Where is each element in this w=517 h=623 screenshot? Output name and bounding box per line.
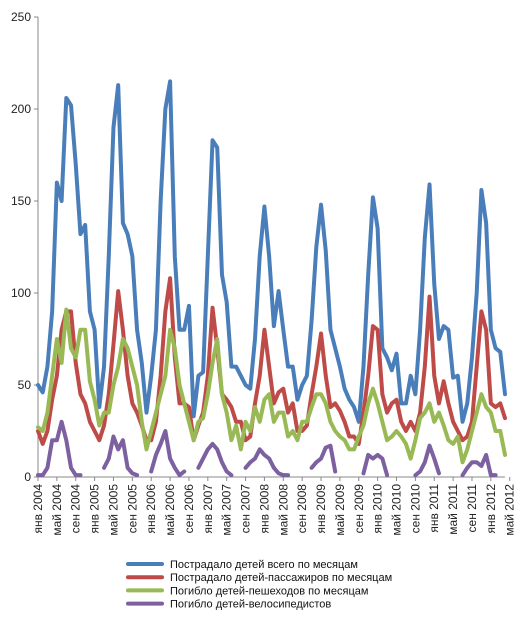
x-tick-label: май 2005 bbox=[106, 484, 120, 536]
series-line-3 bbox=[36, 307, 507, 465]
axes: 0 50 100 150 200 250 янв 2004 май 2004 сен 2004 я… bbox=[11, 10, 517, 536]
x-tick-label: сен 2005 bbox=[125, 484, 139, 534]
x-tick-label: май 2004 bbox=[50, 484, 64, 536]
series-line-2 bbox=[36, 276, 507, 446]
legend-label: Погибло детей-велосипедистов bbox=[170, 599, 331, 611]
x-tick-label: сен 2010 bbox=[408, 484, 422, 534]
x-tick-label: май 2006 bbox=[163, 484, 177, 536]
x-tick-label: янв 2008 bbox=[257, 484, 271, 534]
x-tick-label: янв 2012 bbox=[484, 484, 498, 534]
x-tick-label: янв 2006 bbox=[144, 484, 158, 534]
y-tick-label: 250 bbox=[11, 10, 31, 24]
x-tick-label: янв 2009 bbox=[314, 484, 328, 534]
x-tick-label: май 2012 bbox=[503, 484, 517, 536]
x-tick-label: май 2007 bbox=[220, 484, 234, 536]
x-tick-label: сен 2006 bbox=[182, 484, 196, 534]
x-tick-label: сен 2009 bbox=[352, 484, 366, 534]
legend: Пострадало детей всего по месяцамПострад… bbox=[126, 559, 392, 611]
x-tick-label: май 2008 bbox=[276, 484, 290, 536]
y-tick-label: 150 bbox=[11, 194, 31, 208]
y-tick-label: 0 bbox=[24, 470, 31, 484]
x-tick-label: сен 2004 bbox=[69, 484, 83, 534]
x-tick-label: сен 2007 bbox=[239, 484, 253, 534]
legend-label: Погибло детей-пешеходов по месяцам bbox=[170, 585, 368, 597]
x-tick-label: янв 2005 bbox=[88, 484, 102, 534]
x-tick-label: май 2009 bbox=[333, 484, 347, 536]
x-tick-label: май 2011 bbox=[446, 484, 460, 535]
series-line-1 bbox=[36, 79, 507, 424]
x-tick-label: янв 2011 bbox=[427, 484, 441, 533]
x-tick-label: сен 2011 bbox=[465, 484, 479, 533]
legend-label: Пострадало детей всего по месяцам bbox=[170, 559, 358, 571]
y-tick-label: 200 bbox=[11, 102, 31, 116]
x-tick-label: янв 2010 bbox=[371, 484, 385, 534]
x-tick-label: май 2010 bbox=[390, 484, 404, 536]
y-tick-label: 50 bbox=[18, 378, 32, 392]
series-lines bbox=[36, 79, 507, 478]
x-tick-label: янв 2004 bbox=[31, 484, 45, 534]
x-tick-label: янв 2007 bbox=[201, 484, 215, 534]
x-tick-label: сен 2008 bbox=[295, 484, 309, 534]
series-line-4 bbox=[36, 419, 498, 478]
y-tick-label: 100 bbox=[11, 286, 31, 300]
legend-label: Пострадало детей-пассажиров по месяцам bbox=[170, 572, 392, 584]
